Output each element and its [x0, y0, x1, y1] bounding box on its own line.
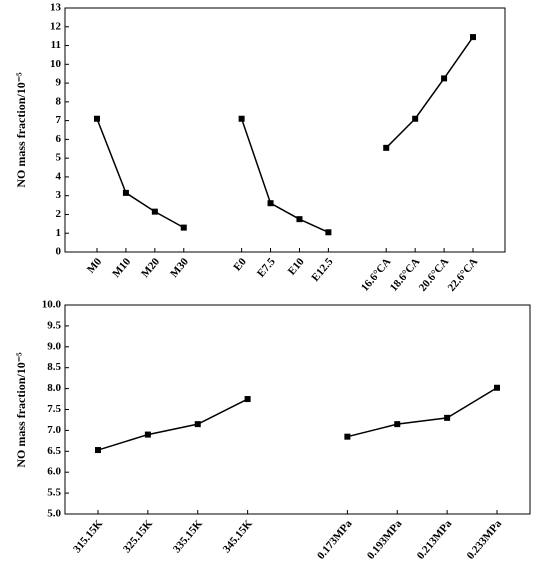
- x-tick-label: 315.15K: [71, 518, 105, 556]
- y-tick-label: 5.5: [47, 487, 61, 499]
- y-tick-label: 1: [56, 227, 62, 239]
- x-tick-label: 335.15K: [171, 518, 205, 556]
- x-tick-label: E7.5: [255, 255, 278, 279]
- marker: [238, 115, 245, 122]
- y-tick-label: 0: [56, 246, 62, 258]
- marker: [494, 384, 500, 391]
- marker: [344, 433, 351, 440]
- y-tick-label: 4: [56, 170, 62, 182]
- y-tick-label: 13: [50, 2, 62, 14]
- plot-frame: [64, 7, 506, 253]
- marker: [444, 414, 451, 421]
- x-tick-label: 22.6°CA: [446, 256, 481, 294]
- line: [347, 387, 498, 438]
- y-tick-label: 3: [56, 189, 62, 201]
- x-tick-label: 16.6°CA: [359, 256, 394, 294]
- y-tick-label: 10.0: [42, 299, 62, 311]
- x-tick-label: 345.15K: [221, 518, 255, 556]
- marker: [412, 115, 419, 122]
- y-tick-label: 10: [50, 58, 62, 70]
- y-tick-label: 2: [56, 208, 62, 220]
- x-tick-label: 325.15K: [121, 518, 155, 556]
- marker: [394, 421, 401, 428]
- y-tick-label: 6.0: [47, 466, 61, 478]
- marker: [267, 200, 274, 207]
- line: [96, 118, 185, 229]
- y-tick-label: 9.5: [47, 319, 61, 331]
- y-tick-label: 9.0: [47, 340, 61, 352]
- y-tick-label: 7: [56, 114, 62, 126]
- marker: [325, 229, 332, 236]
- x-tick-label: E10: [286, 255, 307, 277]
- marker: [151, 208, 158, 215]
- y-tick-label: 7.0: [47, 424, 61, 436]
- y-tick-label: 8: [56, 95, 62, 107]
- y-tick-label: 6.5: [47, 445, 61, 457]
- y-tick-label: 7.5: [47, 403, 61, 415]
- x-tick-label: 0.233MPa: [465, 517, 505, 561]
- marker: [441, 75, 448, 82]
- line: [385, 36, 474, 149]
- x-tick-label: E12.5: [309, 255, 336, 283]
- marker: [244, 396, 251, 403]
- x-tick-label: M20: [139, 255, 162, 279]
- x-tick-label: 20.6°CA: [417, 256, 452, 294]
- x-tick-label: 18.6°CA: [388, 256, 423, 294]
- marker: [95, 447, 101, 454]
- marker: [296, 216, 303, 223]
- y-axis-label: NO mass fraction/10⁻⁵: [14, 352, 28, 468]
- y-tick-label: 11: [51, 39, 61, 51]
- y-axis-label: NO mass fraction/10⁻⁵: [14, 72, 28, 188]
- y-tick-label: 9: [56, 77, 62, 89]
- x-tick-label: M10: [110, 255, 133, 279]
- y-tick-label: 5.0: [47, 508, 61, 520]
- x-tick-label: 0.213MPa: [415, 517, 455, 561]
- y-tick-label: 5: [56, 152, 62, 164]
- marker: [470, 34, 476, 41]
- y-tick-label: 12: [50, 20, 62, 32]
- marker: [383, 144, 390, 151]
- marker: [122, 189, 129, 196]
- line: [240, 118, 329, 233]
- x-tick-label: 0.173MPa: [315, 517, 355, 561]
- x-tick-label: M0: [85, 255, 105, 275]
- y-tick-label: 6: [56, 133, 62, 145]
- x-tick-label: M30: [168, 255, 191, 279]
- marker: [144, 431, 151, 438]
- x-tick-label: E0: [231, 255, 249, 273]
- y-tick-label: 8.5: [47, 361, 61, 373]
- marker: [180, 224, 187, 231]
- line: [97, 398, 248, 451]
- marker: [194, 421, 201, 428]
- y-tick-label: 8.0: [47, 382, 61, 394]
- marker: [94, 115, 100, 122]
- x-tick-label: 0.193MPa: [365, 517, 405, 561]
